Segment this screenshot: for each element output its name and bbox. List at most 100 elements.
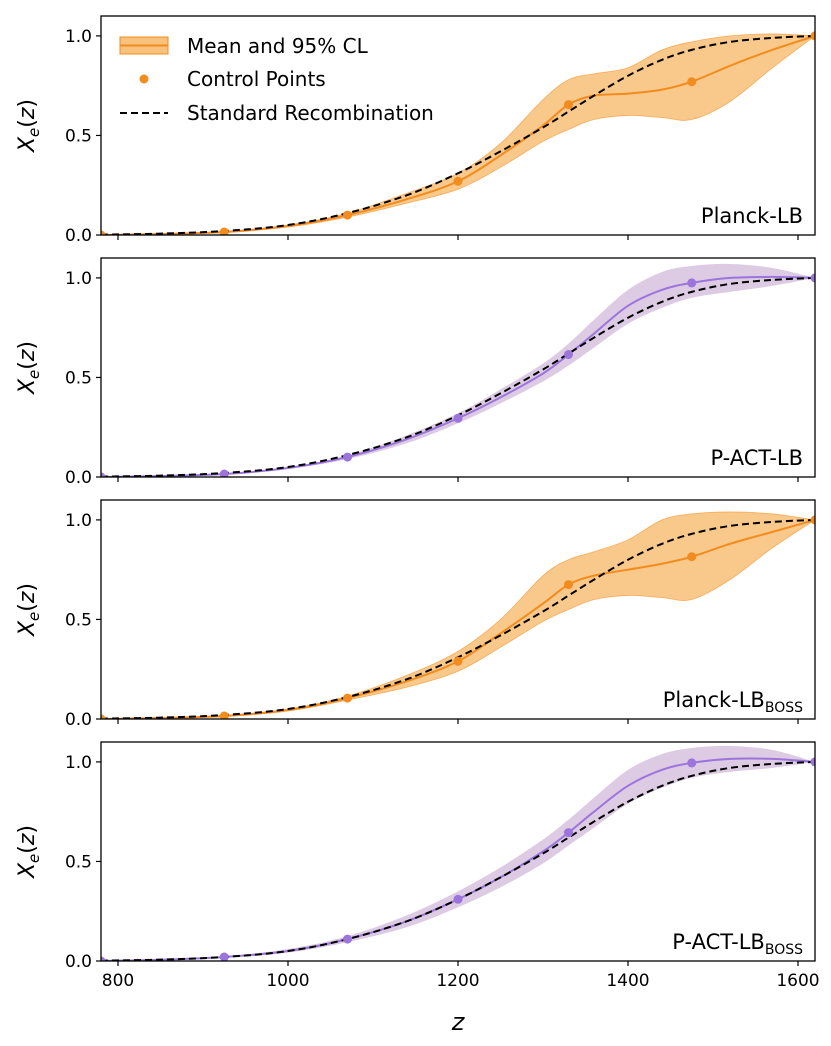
control-point [687, 552, 697, 562]
control-point [453, 176, 463, 186]
y-axis-label-paren: ) [15, 99, 40, 108]
y-tick-label: 1.0 [65, 27, 92, 47]
mean-line [101, 34, 815, 235]
panel-label: Planck-LBBOSS [663, 688, 803, 716]
y-axis-label-z: z [15, 833, 40, 846]
legend-dashed-label: Standard Recombination [187, 101, 434, 125]
y-axis-label-tail: (z) [15, 341, 40, 370]
y-axis-label-sub: e [25, 854, 43, 863]
panel-4: 0.0 0.5 1.0 800 1000 1200 1400 1600 Xe(z) P-ACT-L… [15, 741, 820, 991]
control-point [453, 656, 463, 666]
panel-label: Planck-LB [701, 204, 803, 228]
control-point [810, 757, 815, 767]
control-point [219, 952, 229, 961]
control-point [564, 100, 573, 110]
y-axis-label-paren: ( [15, 361, 40, 370]
y-tick-label: 0.0 [65, 226, 92, 246]
y-axis-label-main: X [15, 136, 40, 153]
y-axis-label: Xe(z) [15, 99, 43, 153]
y-axis-label-tail: (z) [15, 825, 40, 854]
legend-band-label: Mean and 95% CL [187, 34, 369, 58]
y-axis-label-paren: ( [15, 119, 40, 128]
panel-label-main: P-ACT-LB [672, 930, 765, 954]
control-point [101, 714, 106, 719]
y-tick-label: 0.0 [65, 710, 92, 730]
panel-label-sub: BOSS [765, 942, 803, 958]
panel-label: P-ACT-LB [710, 446, 803, 470]
y-tick-label: 1.0 [65, 753, 92, 773]
y-axis-label-paren: ) [15, 341, 40, 350]
control-point [219, 711, 229, 719]
y-tick-label: 0.5 [65, 368, 92, 388]
axes-frame [100, 741, 816, 962]
standard-recombination-line [101, 276, 815, 477]
y-tick-label: 0.5 [65, 126, 92, 146]
y-axis-label-paren: ) [15, 583, 40, 592]
y-axis-label: Xe(z) [15, 583, 43, 637]
y-axis-label: Xe(z) [15, 825, 43, 879]
x-tick-label: 1400 [606, 971, 649, 991]
control-point [343, 934, 352, 944]
y-axis-label-paren: ( [15, 845, 40, 854]
mean-line [101, 518, 815, 719]
y-axis-label: Xe(z) [15, 341, 43, 395]
control-point [219, 227, 229, 235]
y-axis-label-main: X [15, 378, 40, 395]
y-tick-label: 1.0 [65, 511, 92, 531]
panel-label-sub: BOSS [765, 700, 803, 716]
panel-label-main: Planck-LB [663, 688, 765, 712]
y-axis-label-sub: e [25, 612, 43, 621]
panel-label-main: Planck-LB [701, 204, 803, 228]
panel-2: 0.0 0.5 1.0 Xe(z) P-ACT-LB [15, 257, 816, 488]
panel-1: 0.0 0.5 1.0 Xe(z) Planck-LB [15, 15, 816, 246]
standard-recombination-line [101, 34, 815, 235]
control-point [810, 273, 815, 283]
y-axis-label-main: X [15, 620, 40, 637]
mean-line [101, 275, 815, 477]
y-tick-label: 0.0 [65, 952, 92, 972]
panels-group: 0.00.51.0Xe(z)Planck-LB0.00.51.0Xe(z)P-A… [15, 15, 820, 991]
control-point [343, 693, 352, 703]
y-axis-label-sub: e [25, 128, 43, 137]
standard-recombination-line [101, 518, 815, 719]
y-axis-label-tail: (z) [15, 99, 40, 128]
control-point [101, 230, 106, 235]
y-tick-label: 1.0 [65, 269, 92, 289]
control-point [453, 894, 463, 904]
control-point [810, 31, 815, 41]
y-axis-label-paren: ( [15, 603, 40, 612]
control-point [687, 758, 697, 768]
standard-recombination-line [101, 760, 815, 961]
x-tick-label: 1600 [776, 971, 819, 991]
legend-points-label: Control Points [187, 67, 326, 91]
x-axis-label: z [451, 1008, 466, 1036]
control-point [687, 77, 697, 87]
control-point [453, 413, 463, 423]
panel-label-main: P-ACT-LB [710, 446, 803, 470]
y-tick-label: 0.0 [65, 468, 92, 488]
y-axis-label-main: X [15, 862, 40, 879]
control-point [219, 469, 229, 477]
control-point [564, 350, 573, 360]
control-point [687, 278, 697, 288]
control-point [101, 956, 106, 961]
y-axis-label-tail: (z) [15, 583, 40, 612]
y-axis-label-z: z [15, 591, 40, 604]
y-axis-label-sub: e [25, 370, 43, 379]
x-tick-label: 800 [102, 971, 134, 991]
y-tick-label: 0.5 [65, 610, 92, 630]
control-point [810, 515, 815, 525]
y-tick-label: 0.5 [65, 852, 92, 872]
x-tick-label: 1200 [436, 971, 479, 991]
panel-label: P-ACT-LBBOSS [672, 930, 803, 958]
plot-area [101, 745, 815, 961]
control-point [564, 580, 573, 590]
y-axis-label-z: z [15, 107, 40, 120]
y-axis-label-paren: ) [15, 825, 40, 834]
control-point [343, 452, 352, 462]
control-point [564, 828, 573, 838]
panel-3: 0.0 0.5 1.0 Xe(z) Planck-LBBOSS [15, 499, 816, 730]
x-tick-label: 1000 [266, 971, 309, 991]
y-axis-label-z: z [15, 349, 40, 362]
